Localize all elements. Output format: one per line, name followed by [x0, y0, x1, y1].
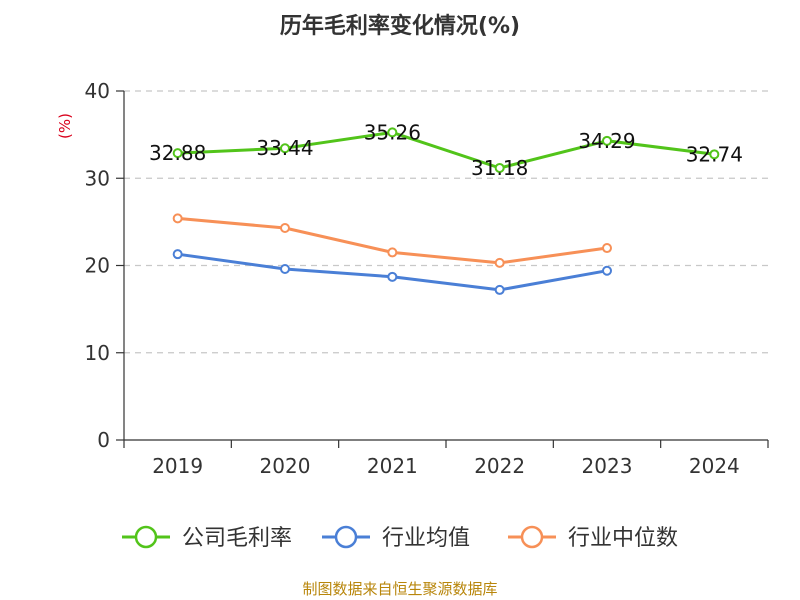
series-group	[172, 127, 720, 295]
data-point-1-2023	[602, 265, 612, 276]
data-labels: 32.88 33.44 35.26 31.18 34.29 32.74	[149, 120, 743, 180]
data-point-2-2022	[494, 257, 505, 268]
legend-label-2: 行业中位数	[568, 526, 678, 551]
y-tick-label-20: 20	[85, 254, 110, 278]
y-tick-label-40: 40	[85, 79, 110, 103]
x-tick-label-2023: 2023	[582, 454, 633, 478]
data-point-0-2024	[709, 149, 720, 160]
data-label-2022: 31.18	[471, 156, 528, 180]
data-label-2020: 33.44	[256, 136, 313, 160]
data-point-2-2023	[602, 243, 612, 254]
y-tick-label-30: 30	[85, 166, 110, 190]
legend-marker-2	[520, 525, 544, 549]
data-point-0-2020	[280, 143, 290, 154]
data-label-2023: 34.29	[578, 129, 635, 153]
data-point-0-2023	[602, 135, 612, 146]
y-tick-label-0: 0	[97, 428, 110, 452]
data-point-2-2021	[387, 247, 398, 258]
y-axis-unit: (%)	[56, 113, 74, 139]
data-point-1-2020	[280, 263, 290, 274]
data-label-2021: 35.26	[364, 120, 421, 144]
data-point-1-2022	[494, 284, 505, 295]
legend-label-0: 公司毛利率	[182, 526, 292, 551]
data-label-2019: 32.88	[149, 141, 206, 165]
x-tick-label-2022: 2022	[474, 454, 525, 478]
data-source-note: 制图数据来自恒生聚源数据库	[302, 580, 497, 598]
y-tick-label-10: 10	[85, 341, 110, 365]
legend-marker-0	[134, 525, 158, 549]
grid-lines	[124, 90, 768, 354]
data-point-0-2022	[494, 162, 505, 173]
series-line-0	[177, 130, 715, 170]
legend-label-1: 行业均值	[382, 526, 470, 551]
axes: 0 10 20 30 40 2019 2020 2021 2022 2023 2024	[85, 79, 769, 478]
data-point-1-2019	[172, 249, 183, 260]
x-tick-label-2020: 2020	[260, 454, 311, 478]
x-tick-label-2024: 2024	[689, 454, 740, 478]
legend: 公司毛利率 行业均值 行业中位数	[122, 525, 678, 551]
x-tick-label-2019: 2019	[152, 454, 203, 478]
data-point-0-2019	[172, 148, 183, 159]
legend-marker-1	[334, 525, 358, 549]
data-point-1-2021	[387, 271, 398, 282]
data-label-2024: 32.74	[686, 142, 743, 166]
chart-title: 历年毛利率变化情况(%)	[280, 13, 520, 39]
data-point-0-2021	[387, 127, 398, 138]
data-point-2-2019	[172, 213, 183, 224]
x-tick-label-2021: 2021	[367, 454, 418, 478]
data-point-2-2020	[280, 222, 290, 233]
